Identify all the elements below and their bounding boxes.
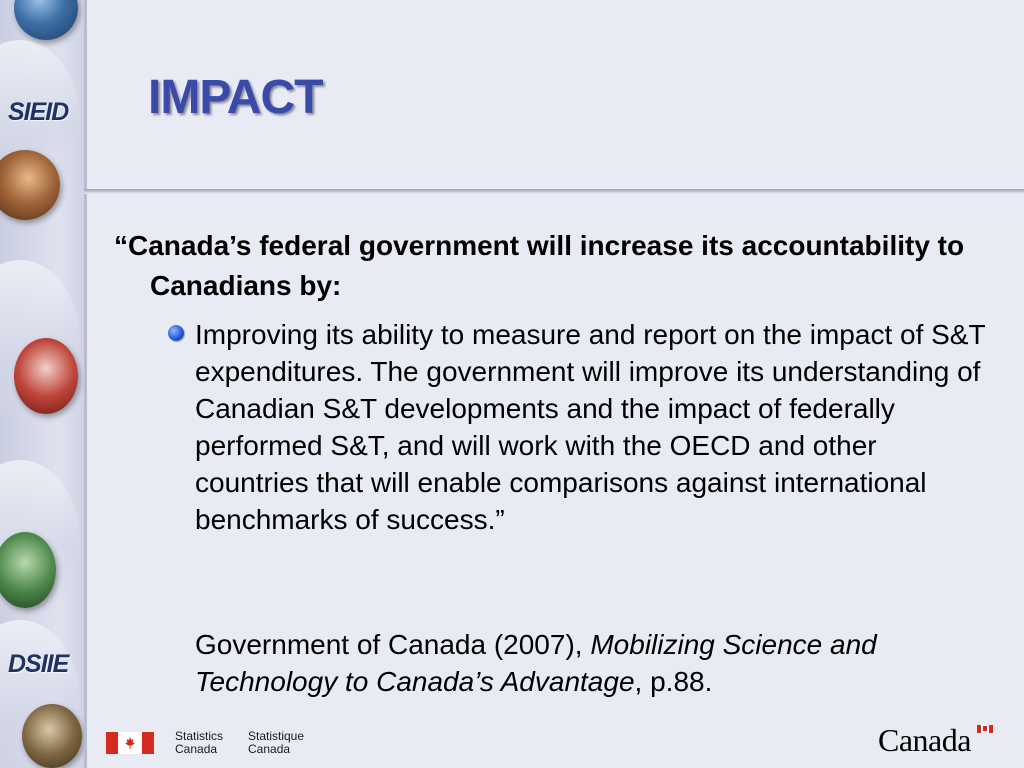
statcan-english-signature: Statistics Canada [175, 730, 223, 756]
citation: Government of Canada (2007), Mobilizing … [195, 626, 995, 700]
statcan-en-line1: Statistics [175, 729, 224, 743]
bullet-text: Improving its ability to measure and rep… [195, 319, 986, 535]
citation-suffix: , p.88. [634, 666, 713, 697]
decorative-sidebar: SIEID DSIIE [0, 0, 87, 768]
quote-heading: “Canada’s federal government will increa… [114, 230, 965, 301]
globe-image [14, 0, 78, 40]
statcan-en-line2: Canada [175, 742, 218, 756]
title-divider [84, 189, 1024, 194]
slide-title: IMPACT [148, 71, 323, 124]
person-on-phone-image [0, 150, 60, 220]
brown-photo-image [22, 704, 82, 768]
wordmark-flag-icon [977, 725, 993, 733]
red-science-image [14, 338, 78, 414]
sieid-label: SIEID [8, 98, 69, 126]
citation-prefix: Government of Canada (2007), [195, 629, 591, 660]
bullet-dot-icon [168, 325, 184, 341]
canada-flag-icon [106, 732, 154, 754]
canada-wordmark: Canada [878, 722, 971, 758]
dsiie-label: DSIIE [8, 650, 69, 678]
statcan-fr-line1: Statistique [248, 729, 305, 743]
green-industry-image [0, 532, 56, 608]
citation-title: Mobilizing Science and Technology to Can… [195, 629, 877, 697]
statcan-french-signature: Statistique Canada [248, 730, 304, 756]
statcan-fr-line2: Canada [248, 742, 291, 756]
